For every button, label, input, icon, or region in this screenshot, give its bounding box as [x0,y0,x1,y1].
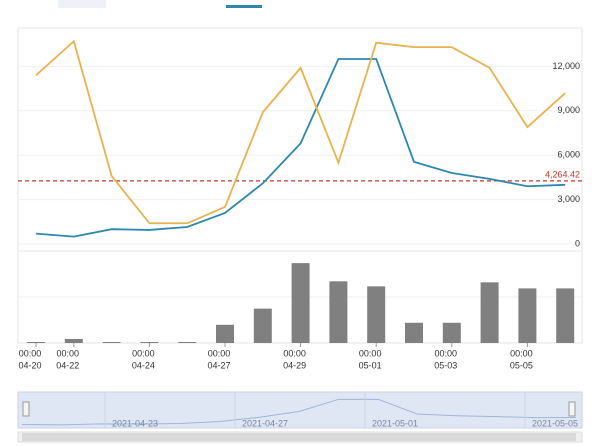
navigator-series [21,398,577,426]
reference-label: 4,264.42 [545,169,580,179]
x-tick-time: 00:00 [510,348,533,358]
bar [480,282,499,343]
bar [442,322,461,343]
y-tick-label: 0 [575,238,580,248]
x-tick-date: 04-27 [207,360,230,370]
y-tick-label: 3,000 [557,194,580,204]
bar [405,322,423,343]
x-tick-date: 04-24 [132,360,155,370]
bar [64,338,83,343]
x-tick-time: 00:00 [19,348,42,358]
scrollbar-thumb[interactable] [22,433,576,441]
x-tick-date: 04-22 [56,360,79,370]
x-tick-time: 00:00 [359,348,382,358]
bar [291,263,310,343]
tab-indicator [226,5,262,8]
bar [329,281,348,343]
x-tick-time: 00:00 [132,348,155,358]
x-tick-time: 00:00 [208,348,231,358]
navigator-window[interactable] [17,391,583,429]
bar [367,286,386,343]
bar [253,308,272,343]
navigator-label: 2021-05-01 [372,418,418,428]
bar [140,341,159,343]
bar [518,288,537,343]
y-tick-label: 6,000 [557,150,580,160]
x-tick-date: 05-01 [359,360,382,370]
navigator-label: 2021-04-23 [112,418,158,428]
line-series [35,58,566,238]
x-tick-date: 04-20 [18,360,41,370]
navigator-label: 2021-05-05 [532,418,578,428]
x-tick-date: 05-03 [434,360,457,370]
x-tick-date: 04-29 [283,360,306,370]
navigator[interactable]: 2021-04-23 2021-04-27 2021-05-01 2021-05-05 [17,391,583,443]
y-tick-label: 12,000 [552,61,580,71]
navigator-handle[interactable] [22,401,30,417]
line-series [35,39,566,225]
bar [102,341,121,343]
x-tick-time: 00:00 [435,348,458,358]
x-tick-time: 00:00 [283,348,306,358]
tab[interactable] [58,0,106,8]
x-tick-date: 05-05 [510,360,533,370]
bar [216,324,234,343]
bar [27,341,45,343]
navigator-label: 2021-04-27 [242,418,288,428]
x-tick-time: 00:00 [57,348,80,358]
y-tick-label: 9,000 [557,105,580,115]
bar [556,288,575,343]
bar [178,341,197,343]
navigator-handle[interactable] [568,401,576,417]
